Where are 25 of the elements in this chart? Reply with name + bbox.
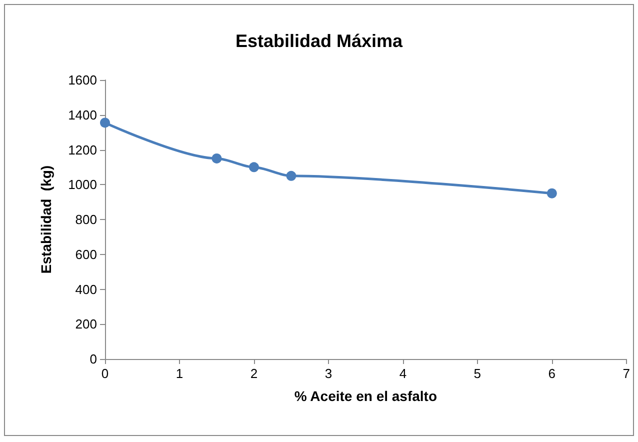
y-tick-label: 200 xyxy=(75,316,97,332)
x-tick-label: 2 xyxy=(250,366,258,381)
x-tick-label: 5 xyxy=(474,366,482,381)
point xyxy=(100,118,110,128)
y-tick-label: 800 xyxy=(75,212,97,227)
x-tick-label: 0 xyxy=(101,366,109,381)
y-tick-label: 1000 xyxy=(68,177,97,192)
x-tick-label: 7 xyxy=(622,366,630,381)
x-tick-label: 4 xyxy=(399,366,407,381)
y-tick-label: 1200 xyxy=(68,142,97,158)
x-tick-label: 6 xyxy=(548,366,556,381)
y-axis-title: Estabilidad (kg) xyxy=(38,165,54,274)
y-tick-label: 1400 xyxy=(68,107,97,122)
point xyxy=(546,188,557,198)
x-tick-label: 3 xyxy=(324,366,332,381)
y-tick-label: 1600 xyxy=(68,72,97,88)
point xyxy=(212,153,222,164)
chart-title: Estabilidad Máxima xyxy=(235,31,404,51)
point xyxy=(286,170,296,181)
point xyxy=(248,162,259,172)
y-tick-label: 600 xyxy=(75,246,97,262)
y-tick-label: 0 xyxy=(90,352,97,366)
x-tick-label: 1 xyxy=(176,366,184,381)
x-axis-title: % Aceite en el asfalto xyxy=(294,388,438,404)
y-tick-label: 400 xyxy=(75,282,97,297)
